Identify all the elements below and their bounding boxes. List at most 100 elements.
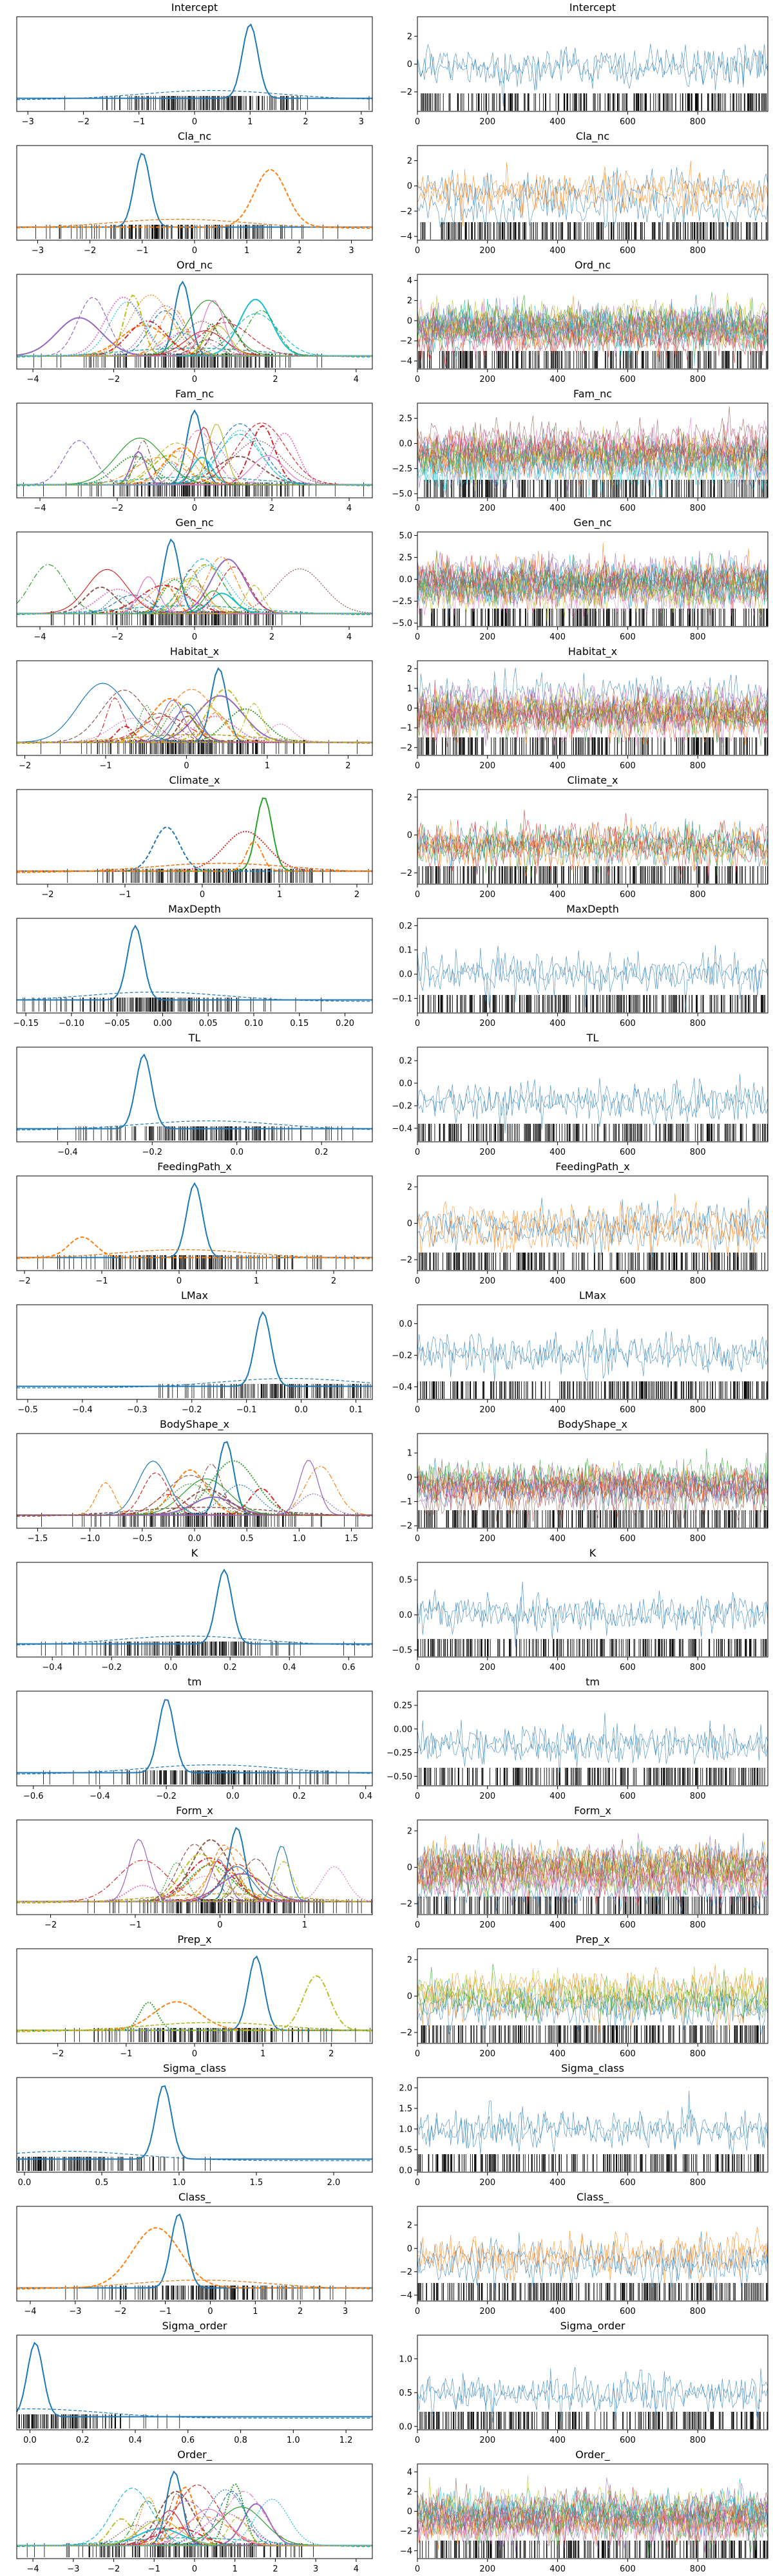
- row-climate_x: Climate_x −2 −1 0 1 2 Climate_x −2 0 2 0 200 400 600 8…: [16, 774, 768, 900]
- kde-curve: [17, 430, 372, 486]
- trace-ytick-label: −2.5: [392, 597, 412, 607]
- kde-axes-frame: [16, 918, 373, 1014]
- trace-line: [417, 304, 768, 352]
- trace-xtick-label: 400: [549, 1019, 566, 1028]
- trace-line: [417, 817, 768, 869]
- kde-curve: [17, 576, 372, 614]
- kde-tail: [16, 1249, 373, 1260]
- trace-ytick-label: 0.2: [399, 922, 412, 931]
- kde-curve: [17, 797, 372, 872]
- trace-ytick-label: 2: [407, 296, 412, 306]
- kde-xtick-label: 4: [347, 504, 352, 513]
- trace-xtick-label: 200: [479, 375, 495, 384]
- kde-xtick-label: 0.2: [315, 1148, 329, 1157]
- trace-xtick-label: 800: [690, 504, 706, 513]
- row-cla_nc: Cla_nc −3 −2 −1 0 1 2 3 Cla_nc −4 −2 0 2 0 200 400 600 80…: [16, 130, 768, 256]
- trace-xtick-label: 800: [690, 1019, 706, 1028]
- kde-curve: [17, 538, 372, 614]
- kde-panel: Intercept −3 −2 −1 0 1 2 3: [16, 1, 373, 127]
- kde-title: Climate_x: [169, 774, 220, 787]
- trace-line: [417, 697, 768, 747]
- trace-line: [417, 406, 768, 464]
- kde-curve: [17, 1182, 372, 1258]
- trace-panel: Gen_nc −5.0 −2.5 0.0 2.5 5.0 0 200 400 600 800: [392, 516, 768, 642]
- trace-ytick-label: 2.5: [399, 414, 412, 424]
- kde-curve: [17, 594, 372, 614]
- trace-xtick-label: 200: [479, 1148, 495, 1157]
- kde-title: Ord_nc: [177, 259, 213, 272]
- trace-xtick-label: 0: [415, 632, 420, 642]
- kde-xtick-label: −1: [136, 246, 148, 256]
- trace-line: [417, 818, 768, 867]
- trace-divergence-bars: [418, 1124, 768, 1141]
- trace-xtick-label: 0: [415, 1019, 420, 1028]
- kde-xtick-label: 0.00: [153, 1019, 172, 1028]
- kde-panel: TL −0.4 −0.2 0.0 0.2: [16, 1032, 373, 1157]
- kde-title: Habitat_x: [170, 645, 219, 658]
- trace-line: [417, 294, 768, 351]
- trace-line: [417, 689, 768, 737]
- trace-xtick-label: 800: [690, 117, 706, 127]
- trace-ytick-label: 0.0: [399, 970, 412, 980]
- trace-title: Cla_nc: [576, 130, 609, 143]
- kde-axes-frame: [16, 660, 373, 756]
- trace-xtick-label: 400: [549, 504, 566, 513]
- kde-panel: FeedingPath_x −2 −1 0 1 2: [16, 1160, 373, 1286]
- kde-curves: [16, 924, 373, 1002]
- kde-curve: [17, 697, 372, 743]
- trace-title: Intercept: [569, 1, 616, 14]
- trace-panel: MaxDepth −0.1 0.0 0.1 0.2 0 200 400 600 800: [392, 903, 768, 1028]
- trace-line: [417, 565, 768, 616]
- trace-ytick-label: 4: [407, 276, 412, 286]
- trace-line: [417, 553, 768, 608]
- kde-curve: [17, 695, 372, 743]
- kde-xtick-label: 0: [184, 761, 189, 771]
- kde-xtick-label: 2: [272, 375, 278, 384]
- trace-ytick-label: −2: [400, 337, 412, 346]
- trace-title: Gen_nc: [573, 516, 611, 529]
- trace-ytick-label: −5.0: [392, 489, 412, 499]
- trace-xtick-label: 0: [415, 246, 420, 256]
- trace-panel: Cla_nc −4 −2 0 2 0 200 400 600 800: [400, 130, 768, 256]
- row-intercept: Intercept −3 −2 −1 0 1 2 3 Intercept −2 0 2 0 200 400 6…: [16, 1, 768, 127]
- kde-curve: [17, 710, 372, 743]
- kde-xtick-label: 3: [359, 117, 364, 127]
- kde-xtick-label: −2: [19, 761, 31, 771]
- kde-curve: [17, 294, 372, 357]
- trace-ytick-label: 0.0: [399, 575, 412, 585]
- trace-xtick-label: 0: [415, 375, 420, 384]
- trace-xtick-label: 600: [620, 632, 636, 642]
- trace-line: [417, 294, 768, 346]
- kde-xtick-label: 4: [354, 375, 359, 384]
- trace-lines: [417, 1074, 768, 1134]
- trace-ytick-label: 0.0: [399, 439, 412, 449]
- trace-ytick-label: 0: [407, 182, 412, 191]
- kde-xtick-label: −2: [111, 632, 123, 642]
- kde-curve: [17, 578, 372, 614]
- trace-xtick-label: 800: [690, 632, 706, 642]
- trace-axes-frame: [417, 274, 768, 370]
- trace-ytick-label: −1: [400, 724, 412, 734]
- kde-xtick-label: 0: [177, 1276, 182, 1286]
- trace-xtick-label: 600: [620, 504, 636, 513]
- trace-axes-frame: [417, 789, 768, 885]
- kde-xtick-label: 0: [192, 246, 197, 256]
- kde-tail: [16, 862, 373, 873]
- trace-lines: [417, 43, 768, 107]
- kde-curves: [16, 409, 373, 486]
- trace-ytick-label: 2: [407, 32, 412, 42]
- kde-xtick-label: −0.4: [57, 1148, 78, 1157]
- trace-xtick-label: 200: [479, 890, 495, 900]
- trace-line: [417, 44, 768, 107]
- trace-axes-frame: [417, 1046, 768, 1142]
- trace-panel: TL −0.4 −0.2 0.0 0.2 0 200 400 600 800: [392, 1032, 768, 1157]
- row-tl: TL −0.4 −0.2 0.0 0.2 TL −0.4 −0.2 0.0 0.2 0 200 400 6…: [16, 1032, 768, 1157]
- trace-ytick-label: −4: [400, 357, 412, 366]
- trace-xtick-label: 400: [549, 375, 566, 384]
- trace-lines: [417, 406, 768, 497]
- trace-divergence-bars: [419, 609, 768, 626]
- kde-curve: [17, 299, 372, 357]
- kde-xtick-label: 1: [265, 761, 270, 771]
- kde-curve: [17, 831, 372, 872]
- kde-curve: [17, 697, 372, 743]
